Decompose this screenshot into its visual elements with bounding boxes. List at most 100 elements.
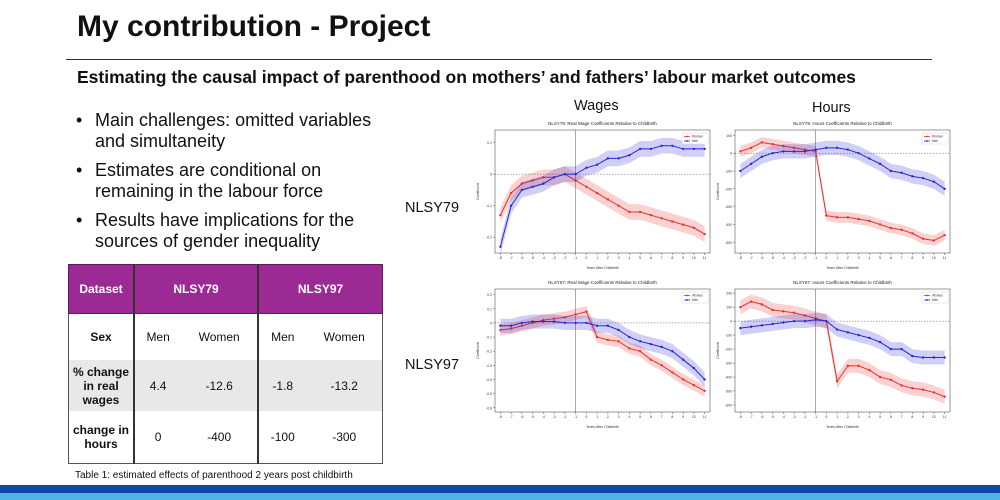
x-tick-label: 11 bbox=[943, 415, 947, 419]
table-cell: Women bbox=[181, 313, 260, 361]
data-point-women bbox=[857, 364, 860, 368]
x-tick-label: -3 bbox=[793, 415, 796, 419]
x-tick-label: 0 bbox=[585, 415, 587, 419]
x-axis-label: Years After Childbirth bbox=[826, 425, 859, 429]
x-tick-label: 7 bbox=[901, 415, 903, 419]
data-point-men bbox=[846, 331, 850, 334]
data-point-men bbox=[835, 328, 839, 331]
data-point-men bbox=[660, 144, 663, 147]
x-tick-label: 10 bbox=[692, 256, 696, 260]
plot-area bbox=[494, 288, 711, 413]
x-tick-label: 8 bbox=[671, 256, 673, 260]
x-tick-label: -7 bbox=[510, 415, 513, 419]
data-point-men bbox=[595, 324, 599, 327]
slide-title: My contribution - Project bbox=[77, 10, 431, 43]
x-tick-label: 4 bbox=[868, 415, 870, 419]
data-point-women bbox=[638, 350, 642, 353]
x-tick-label: 11 bbox=[943, 256, 947, 260]
chart-nlsy79-hours: NLSY79: Hours Coefficients Relative to C… bbox=[716, 121, 951, 270]
data-point-men bbox=[628, 154, 631, 157]
data-point-men bbox=[857, 151, 860, 155]
series-line-men bbox=[740, 147, 945, 190]
data-point-women bbox=[617, 340, 620, 343]
series-line-women bbox=[499, 173, 705, 235]
x-tick-label: -4 bbox=[542, 415, 545, 419]
data-point-men bbox=[520, 188, 524, 192]
x-tick-label: 1 bbox=[596, 256, 598, 260]
data-point-women bbox=[878, 223, 882, 226]
x-tick-label: -6 bbox=[760, 256, 763, 260]
y-tick-label: -500 bbox=[725, 241, 732, 245]
hours-column-label: Hours bbox=[812, 100, 851, 116]
legend-label-men: Men bbox=[932, 298, 938, 302]
legend-marker-men bbox=[926, 140, 928, 142]
data-point-women bbox=[628, 347, 631, 350]
data-point-women bbox=[803, 148, 807, 151]
x-tick-label: 3 bbox=[618, 415, 620, 419]
legend-label-men: Men bbox=[692, 298, 698, 302]
data-point-women bbox=[595, 335, 599, 339]
data-point-men bbox=[531, 185, 534, 188]
x-tick-label: 5 bbox=[879, 256, 881, 260]
data-point-women bbox=[782, 144, 785, 148]
data-point-men bbox=[638, 340, 642, 343]
x-tick-label: 3 bbox=[858, 256, 860, 260]
x-tick-label: -6 bbox=[760, 415, 763, 419]
y-tick-label: 0 bbox=[730, 320, 732, 324]
data-point-women bbox=[574, 313, 577, 316]
footer-bar-light bbox=[0, 493, 1000, 500]
data-point-men bbox=[782, 150, 785, 153]
data-point-women bbox=[574, 179, 577, 182]
table-cell: -13.2 bbox=[306, 360, 383, 411]
title-divider bbox=[66, 59, 932, 60]
data-point-men bbox=[900, 347, 903, 351]
y-tick-label: -300 bbox=[725, 205, 732, 209]
x-tick-label: -7 bbox=[750, 415, 753, 419]
data-point-women bbox=[857, 217, 860, 221]
x-tick-label: 9 bbox=[682, 256, 684, 260]
data-point-women bbox=[921, 388, 925, 391]
y-tick-label: -0.2 bbox=[486, 236, 492, 240]
data-point-men bbox=[520, 321, 524, 325]
data-point-men bbox=[499, 245, 502, 248]
data-point-men bbox=[932, 356, 936, 359]
data-point-men bbox=[585, 321, 588, 325]
x-tick-label: 0 bbox=[585, 256, 587, 260]
x-tick-label: 5 bbox=[639, 415, 641, 419]
results-table: Dataset NLSY79 NLSY97 Sex Men Women Men … bbox=[68, 263, 384, 464]
data-point-women bbox=[792, 311, 796, 314]
nlsy79-row-label: NLSY79 bbox=[405, 200, 460, 216]
row-label-wages: % change in real wages bbox=[68, 360, 135, 411]
data-point-men bbox=[825, 146, 828, 150]
data-point-men bbox=[638, 147, 642, 151]
x-tick-label: 7 bbox=[901, 256, 903, 260]
data-point-women bbox=[649, 213, 653, 217]
chart-title: NLSY97: Hours Coefficients Relative to C… bbox=[793, 280, 892, 285]
y-tick-label: -0.6 bbox=[486, 406, 492, 410]
nlsy97-row-label: NLSY97 bbox=[405, 357, 460, 373]
data-point-men bbox=[771, 151, 774, 155]
data-point-women bbox=[792, 146, 796, 150]
x-tick-label: -5 bbox=[531, 415, 534, 419]
x-tick-label: -5 bbox=[771, 256, 774, 260]
y-tick-label: -500 bbox=[725, 390, 732, 394]
x-tick-label: 2 bbox=[847, 415, 849, 419]
x-tick-label: -1 bbox=[814, 256, 817, 260]
data-point-women bbox=[660, 217, 663, 220]
y-tick-label: -100 bbox=[725, 334, 732, 338]
table-cell: -12.6 bbox=[181, 360, 260, 411]
data-point-men bbox=[542, 320, 545, 323]
confidence-band-men bbox=[740, 312, 945, 365]
data-point-women bbox=[900, 384, 903, 387]
data-point-women bbox=[509, 327, 513, 330]
data-point-men bbox=[671, 144, 674, 147]
bullet-text: Results have implications for the source… bbox=[95, 210, 355, 251]
data-point-women bbox=[739, 150, 742, 153]
data-point-men bbox=[628, 335, 631, 339]
legend-marker-women bbox=[686, 294, 688, 297]
data-point-men bbox=[606, 324, 610, 327]
data-point-women bbox=[671, 220, 674, 223]
data-point-women bbox=[606, 338, 610, 342]
x-tick-label: 0 bbox=[825, 256, 827, 260]
data-point-men bbox=[835, 146, 839, 150]
